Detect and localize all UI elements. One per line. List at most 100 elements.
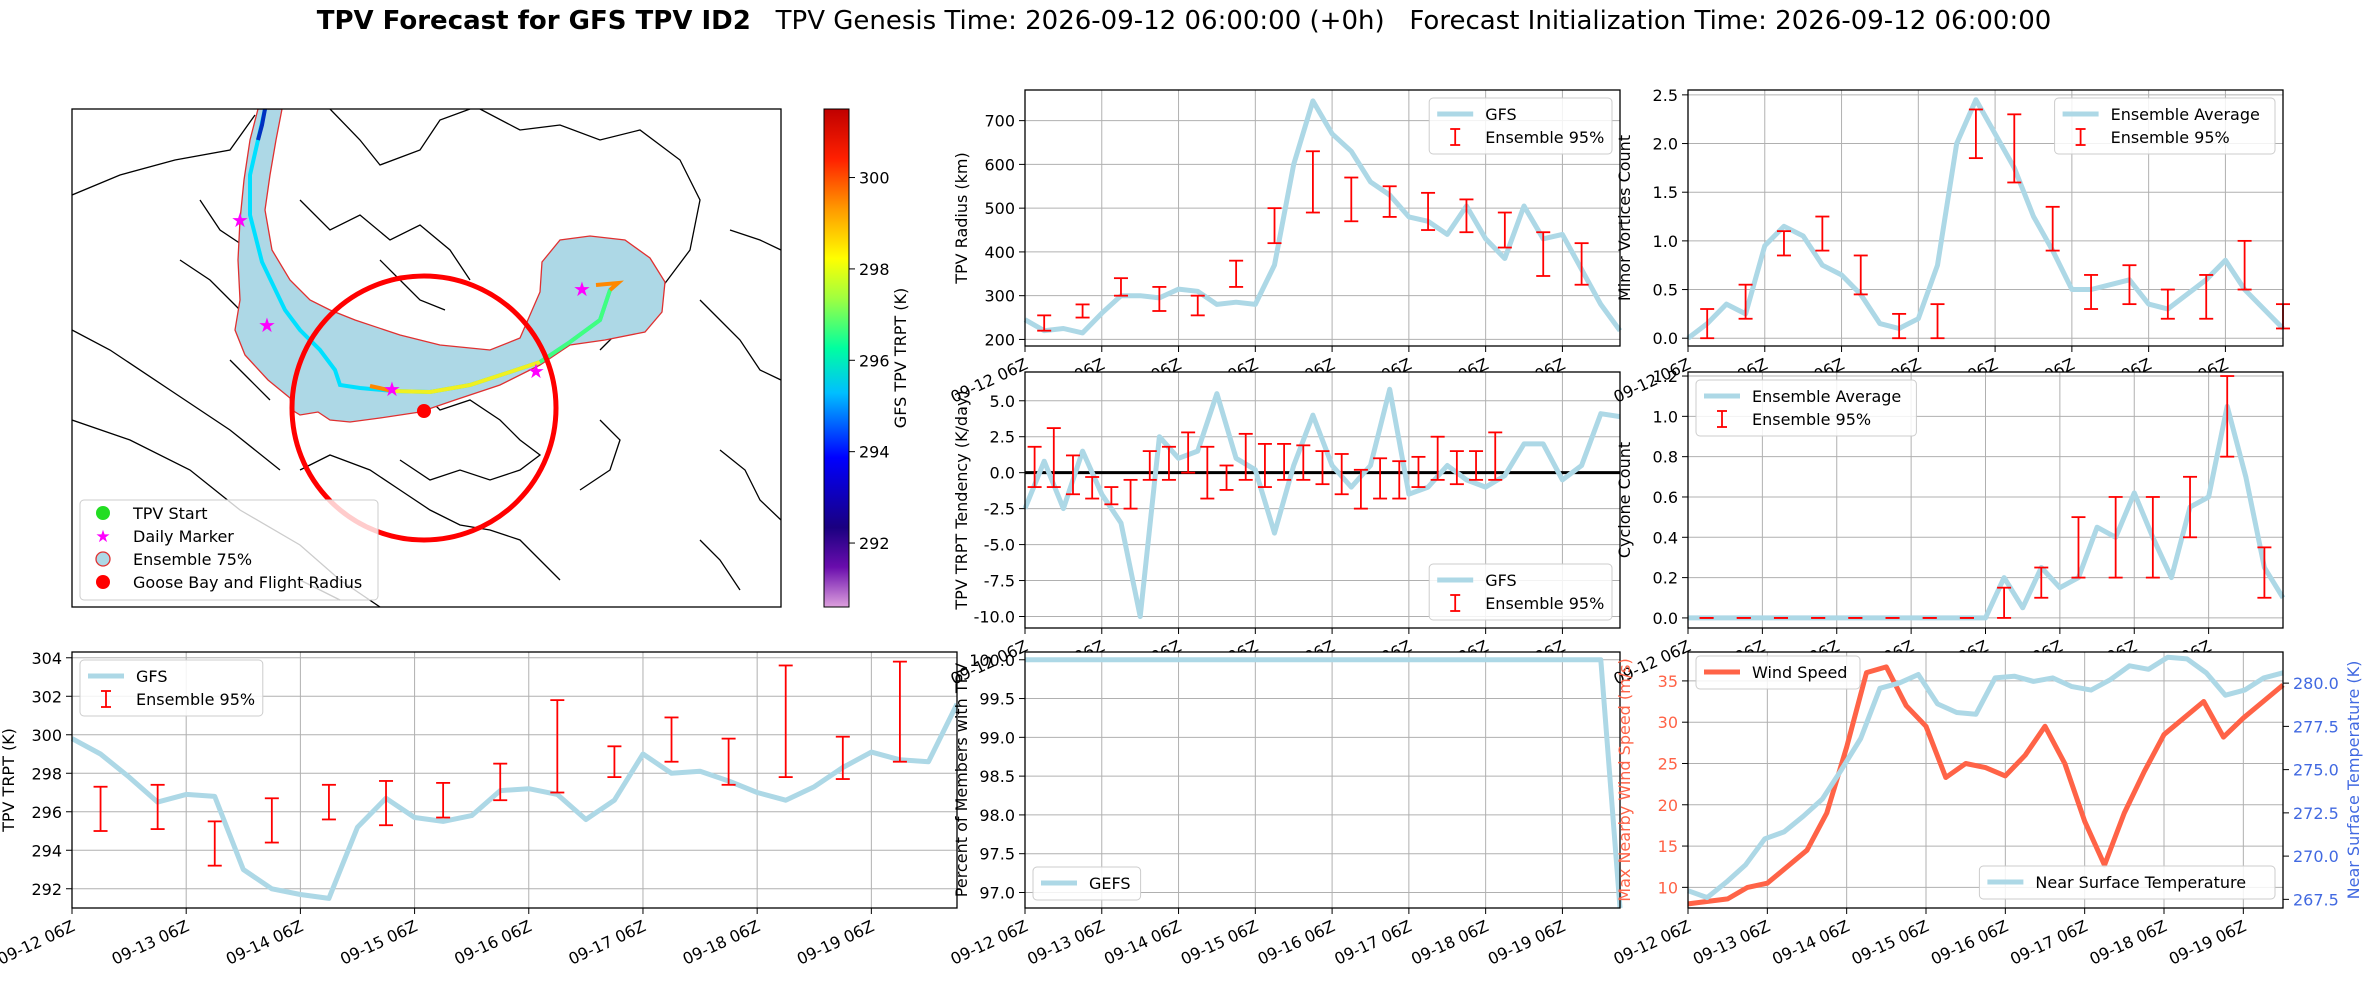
y-tick-label: 500 xyxy=(984,199,1015,218)
x-tick-label: 09-18 06Z xyxy=(680,916,763,968)
x-tick-label: 09-12 06Z xyxy=(1611,916,1694,968)
x-tick-label: 09-18 06Z xyxy=(1408,916,1491,968)
legend-box xyxy=(1978,865,2276,900)
x-tick-label: 09-17 06Z xyxy=(1331,916,1414,968)
legend-goose-bay: Goose Bay and Flight Radius xyxy=(133,573,362,592)
x-tick-label: 09-13 06Z xyxy=(109,916,192,968)
legend-label: GFS xyxy=(1485,105,1516,124)
y-tick-label: 1.0 xyxy=(1653,232,1678,251)
y-axis-label: Max Nearby Wind Speed (m/s) xyxy=(1615,658,1634,901)
figure-title-bold: TPV Forecast for GFS TPV ID2 xyxy=(316,6,751,36)
y-tick-label: 20 xyxy=(1658,796,1678,815)
y-tick-label: 1.2 xyxy=(1653,367,1678,386)
ensemble-75-swatch xyxy=(95,551,111,567)
colorbar-tick-label: 298 xyxy=(859,260,890,279)
x-tick-label: 09-16 06Z xyxy=(1255,916,1338,968)
y-tick-label: 0.0 xyxy=(990,464,1015,483)
y-tick-label: 10 xyxy=(1658,878,1678,897)
legend-box xyxy=(79,659,264,717)
legend-label: Ensemble 95% xyxy=(136,690,255,709)
colorbar-tick-label: 294 xyxy=(859,443,890,462)
daily-marker-star: ★ xyxy=(383,377,401,401)
tpv-track-blue xyxy=(256,109,267,141)
legend-label: GEFS xyxy=(1089,874,1131,893)
y-tick-label: 300 xyxy=(984,287,1015,306)
y-tick-label: 97.5 xyxy=(979,845,1015,864)
map-colorbar: 292 294 296 298 300 GFS TPV TRPT (K) xyxy=(823,108,910,608)
x-tick-label: 09-19 06Z xyxy=(2166,916,2249,968)
x-tick-label: 09-12 06Z xyxy=(0,916,78,968)
tpv-track-green xyxy=(538,289,612,364)
y2-tick-label: 267.5 xyxy=(2293,890,2339,909)
series-line-gfs xyxy=(1022,386,1621,619)
tpv-start-swatch xyxy=(96,506,110,520)
map-panel: ★ ★ ★ ★ ★ TPV Start ★ Daily Marker Ensem… xyxy=(71,108,910,608)
y-tick-label: 302 xyxy=(31,687,62,706)
series-line-wind-speed xyxy=(1687,664,2285,907)
colorbar-tick-label: 296 xyxy=(859,351,890,370)
y-tick-label: 35 xyxy=(1658,672,1678,691)
legend-box xyxy=(1428,563,1613,621)
chart-trpt: 09-12 06Z 09-13 06Z 09-14 06Z 09-15 06Z 09-1… xyxy=(0,649,960,969)
legend-box xyxy=(1032,866,1142,901)
y-tick-label: 1.5 xyxy=(1653,183,1678,202)
y-tick-label: 30 xyxy=(1658,713,1678,732)
legend-label: Ensemble 95% xyxy=(2111,128,2230,147)
y2-tick-label: 270.0 xyxy=(2293,847,2339,866)
x-tick-label: 09-13 06Z xyxy=(1024,916,1107,968)
y-tick-label: 400 xyxy=(984,243,1015,262)
y2-axis-label: Near Surface Temperature (K) xyxy=(2344,661,2363,900)
x-tick-label: 09-19 06Z xyxy=(794,916,877,968)
y-tick-label: 0.4 xyxy=(1653,528,1678,547)
y-tick-label: 98.0 xyxy=(979,806,1015,825)
y-tick-label: 0.6 xyxy=(1653,488,1678,507)
y-tick-label: 99.5 xyxy=(979,690,1015,709)
plot-frame xyxy=(1687,651,2284,909)
plot-frame xyxy=(1687,89,2284,347)
y-tick-label: 200 xyxy=(984,330,1015,349)
legend-ensemble-75: Ensemble 75% xyxy=(133,550,252,569)
y-tick-label: 98.5 xyxy=(979,767,1015,786)
legend-box xyxy=(1428,97,1613,155)
goose-bay-marker xyxy=(417,404,431,418)
daily-marker-swatch: ★ xyxy=(95,527,110,547)
tpv-track-orange xyxy=(369,280,624,393)
y-tick-label: 0.0 xyxy=(1653,609,1678,628)
y-tick-label: -10.0 xyxy=(974,607,1015,626)
y-tick-label: 294 xyxy=(31,841,62,860)
plot-frame xyxy=(1687,371,2284,629)
ensemble-75-envelope xyxy=(234,109,666,423)
colorbar-gradient xyxy=(823,108,850,608)
y2-tick-label: 277.5 xyxy=(2293,717,2339,736)
y-tick-label: 0.0 xyxy=(1653,329,1678,348)
y2-tick-label: 272.5 xyxy=(2293,804,2339,823)
y-tick-label: 1.0 xyxy=(1653,407,1678,426)
daily-marker-star: ★ xyxy=(231,208,249,232)
legend-label: GFS xyxy=(136,667,167,686)
y-tick-label: -5.0 xyxy=(984,536,1015,555)
y-axis-label: TPV TRPT (K) xyxy=(0,728,18,833)
colorbar-label: GFS TPV TRPT (K) xyxy=(891,288,910,428)
plot-frame xyxy=(1024,651,1621,909)
colorbar-ticks: 292 294 296 298 300 xyxy=(849,169,890,553)
legend-box xyxy=(1695,379,1917,437)
figure-title: TPV Forecast for GFS TPV ID2 TPV Genesis… xyxy=(0,6,2368,36)
figure-title-rest: TPV Genesis Time: 2026-09-12 06:00:00 (+… xyxy=(750,6,2052,36)
y-tick-label: 700 xyxy=(984,112,1015,131)
y-tick-label: 298 xyxy=(31,764,62,783)
y-axis-label: TPV Radius (km) xyxy=(952,152,971,285)
daily-markers: ★ ★ ★ ★ ★ xyxy=(231,208,591,401)
daily-marker-star: ★ xyxy=(527,359,545,383)
legend-label: Ensemble 95% xyxy=(1485,594,1604,613)
y-tick-label: 0.5 xyxy=(1653,281,1678,300)
y-tick-label: 25 xyxy=(1658,754,1678,773)
series-line-ensemble-average xyxy=(1686,97,2285,341)
y-axis-label: Minor Vortices Count xyxy=(1615,135,1634,301)
